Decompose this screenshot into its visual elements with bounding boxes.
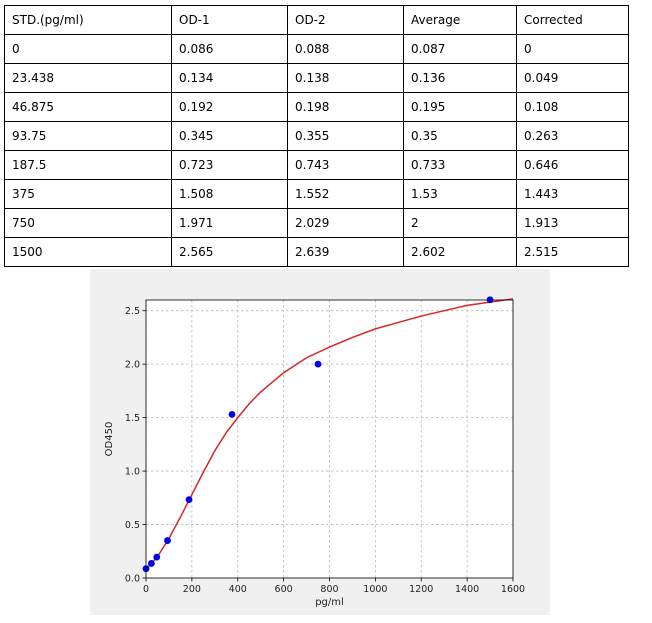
data-point <box>185 496 193 504</box>
table-cell: 0.134 <box>171 63 288 93</box>
table-cell: 1.508 <box>171 179 288 209</box>
table-cell: 2 <box>403 208 517 238</box>
data-point <box>147 560 155 567</box>
table-row: 23.438 0.134 0.138 0.136 0.049 <box>4 63 629 93</box>
table-cell: 0.198 <box>287 92 404 122</box>
x-tick-label: 0 <box>143 584 149 595</box>
table-cell: 375 <box>4 179 172 209</box>
table-cell: 2.602 <box>403 237 517 267</box>
table-cell: OD-1 <box>171 5 288 35</box>
data-point <box>228 411 236 418</box>
table-cell: 0 <box>516 34 629 64</box>
table-cell: 1.913 <box>516 208 629 238</box>
y-tick-label: 1.5 <box>125 413 140 424</box>
table-cell: 23.438 <box>4 63 172 93</box>
table-cell: 2.029 <box>287 208 404 238</box>
y-tick-label: 0.0 <box>125 573 140 584</box>
table-cell: 1.443 <box>516 179 629 209</box>
table-body: STD.(pg/ml) OD-1 OD-2 Average Corrected 0 0.08… <box>4 5 629 267</box>
table-row: 0 0.086 0.088 0.087 0 <box>4 34 629 64</box>
table-cell: 0.743 <box>287 150 404 180</box>
table-cell: 0.646 <box>516 150 629 180</box>
x-tick-label: 1200 <box>409 584 433 595</box>
table-row: 750 1.971 2.029 2 1.913 <box>4 208 629 238</box>
table-cell: Average <box>403 5 517 35</box>
y-axis-label: OD450 <box>104 422 115 457</box>
x-tick-label: 600 <box>275 584 293 595</box>
table-cell: 0.345 <box>171 121 288 151</box>
data-point <box>153 553 161 561</box>
x-tick-label: 200 <box>183 584 201 595</box>
data-point <box>314 360 322 368</box>
standard-curve-chart: 0 200 400 600 800 1000 1200 1400 1600 0.0 0.5 1.0 1.… <box>104 296 525 608</box>
table-cell: 0.195 <box>403 92 517 122</box>
table-cell: 0.138 <box>287 63 404 93</box>
table-cell: 750 <box>4 208 172 238</box>
table-cell: 2.639 <box>287 237 404 267</box>
table-cell: 2.515 <box>516 237 629 267</box>
standard-curve-table: STD.(pg/ml) OD-1 OD-2 Average Corrected 0 0.08… <box>4 5 629 267</box>
table-header-row: STD.(pg/ml) OD-1 OD-2 Average Corrected <box>4 5 629 35</box>
table-row: 1500 2.565 2.639 2.602 2.515 <box>4 237 629 267</box>
table-cell: 46.875 <box>4 92 172 122</box>
table-row: 46.875 0.192 0.198 0.195 0.108 <box>4 92 629 122</box>
table-cell: 0.049 <box>516 63 629 93</box>
table-cell: 0.136 <box>403 63 517 93</box>
table-cell: 0.263 <box>516 121 629 151</box>
table-cell: 187.5 <box>4 150 172 180</box>
x-axis-label: pg/ml <box>315 597 344 608</box>
table-cell: STD.(pg/ml) <box>4 5 172 35</box>
data-point <box>164 537 171 544</box>
table-cell: 0.723 <box>171 150 288 180</box>
table-cell: 1.552 <box>287 179 404 209</box>
table-cell: 0.733 <box>403 150 517 180</box>
y-tick-label: 0.5 <box>125 520 140 531</box>
x-tick-label: 1000 <box>363 584 387 595</box>
y-tick-label: 2.0 <box>125 359 140 370</box>
table-cell: 0.355 <box>287 121 404 151</box>
table-row: 375 1.508 1.552 1.53 1.443 <box>4 179 629 209</box>
x-tick-label: 1600 <box>501 584 525 595</box>
table-cell: 1.53 <box>403 179 517 209</box>
table-cell: 0.087 <box>403 34 517 64</box>
x-tick-label: 1400 <box>455 584 479 595</box>
table-cell: 2.565 <box>171 237 288 267</box>
table-cell: Corrected <box>516 5 629 35</box>
table-cell: 1.971 <box>171 208 288 238</box>
table-cell: 0.086 <box>171 34 288 64</box>
table-cell: 0.192 <box>171 92 288 122</box>
table-row: 93.75 0.345 0.355 0.35 0.263 <box>4 121 629 151</box>
fit-curve-line <box>145 298 514 570</box>
x-tick-label: 400 <box>229 584 247 595</box>
table-row: 187.5 0.723 0.743 0.733 0.646 <box>4 150 629 180</box>
table-cell: 0 <box>4 34 172 64</box>
table-cell: 93.75 <box>4 121 172 151</box>
standard-curve-plot-panel: 0 200 400 600 800 1000 1200 1400 1600 0.0 0.5 1.0 1.… <box>90 269 550 615</box>
table-cell: OD-2 <box>287 5 404 35</box>
table-cell: 0.088 <box>287 34 404 64</box>
table-cell: 1500 <box>4 237 172 267</box>
table-cell: 0.108 <box>516 92 629 122</box>
table-cell: 0.35 <box>403 121 517 151</box>
x-tick-label: 800 <box>320 584 338 595</box>
y-tick-label: 2.5 <box>125 306 140 317</box>
y-tick-label: 1.0 <box>125 466 140 477</box>
